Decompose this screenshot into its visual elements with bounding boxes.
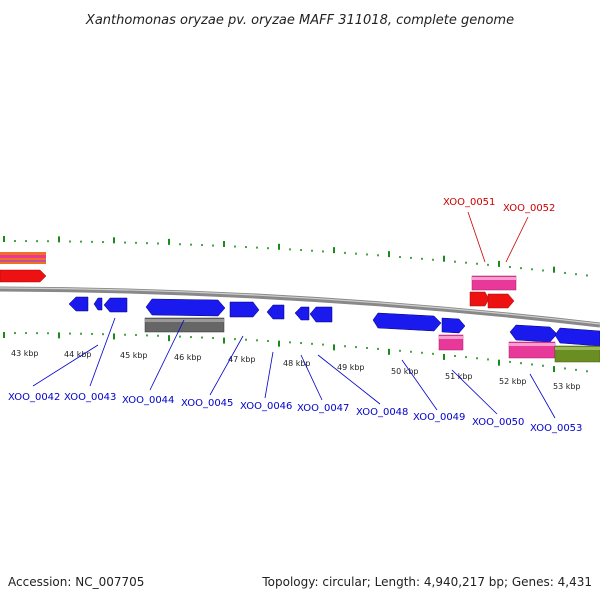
accession-label: Accession: NC_007705: [8, 575, 144, 589]
gene-XOO_0047-arrow[interactable]: [309, 306, 333, 323]
gene-arrows-blue: [68, 296, 600, 363]
gene-label-XOO_0044[interactable]: XOO_0044: [122, 395, 174, 406]
gene-XOO_0044-arrow[interactable]: [145, 298, 226, 317]
scale-label-45: 45 kbp: [120, 351, 148, 360]
gene-label-XOO_0049[interactable]: XOO_0049: [413, 412, 465, 423]
gene-XOO_0052-arrow[interactable]: [487, 293, 515, 309]
gene-XOO_0043a-arrow[interactable]: [93, 297, 103, 311]
page-title: Xanthomonas oryzae pv. oryzae MAFF 31101…: [85, 13, 514, 28]
gene-XOO_0043-arrow[interactable]: [103, 297, 128, 313]
left-edge-features: [0, 252, 47, 283]
gene-label-XOO_0053[interactable]: XOO_0053: [530, 423, 582, 434]
gene-label-XOO_0050[interactable]: XOO_0050: [472, 417, 524, 428]
gene-labels: XOO_0042 XOO_0043 XOO_0044 XOO_0045 XOO_…: [8, 197, 582, 434]
genome-backbone: [0, 286, 600, 328]
lower-tick-row: [3, 332, 588, 373]
red-gene-left[interactable]: [0, 269, 47, 283]
gene-XOO_0042-arrow[interactable]: [68, 296, 89, 312]
scale-label-53: 53 kbp: [553, 382, 581, 391]
gene-XOO_0048-arrow[interactable]: [372, 312, 442, 332]
topology-label: Topology: circular; Length: 4,940,217 bp…: [261, 575, 592, 589]
scale-label-44: 44 kbp: [64, 350, 92, 359]
scale-label-46: 46 kbp: [174, 353, 202, 362]
gene-XOO_0051-arrow[interactable]: [469, 291, 490, 307]
scale-label-52: 52 kbp: [499, 377, 527, 386]
gene-XOO_0047a-arrow[interactable]: [294, 306, 310, 321]
gene-label-XOO_0047[interactable]: XOO_0047: [297, 403, 349, 414]
gene-label-XOO_0045[interactable]: XOO_0045: [181, 398, 233, 409]
scale-label-49: 49 kbp: [337, 363, 365, 372]
upper-tick-row: [3, 236, 588, 277]
gene-XOO_0053-arrow[interactable]: [509, 324, 558, 343]
gene-XOO_0049-arrow[interactable]: [441, 317, 466, 334]
gene-label-XOO_0052[interactable]: XOO_0052: [503, 203, 555, 214]
gene-label-XOO_0051[interactable]: XOO_0051: [443, 197, 495, 208]
scale-label-43: 43 kbp: [11, 349, 39, 358]
gene-label-XOO_0042[interactable]: XOO_0042: [8, 392, 60, 403]
gene-leader-lines: [32, 211, 556, 419]
gene-XOO_0053b-arrow[interactable]: [554, 327, 600, 347]
upper-features-0051-0052: [469, 275, 517, 309]
scale-label-50: 50 kbp: [391, 367, 419, 376]
scale-label-48: 48 kbp: [283, 359, 311, 368]
scale-labels: 43 kbp 44 kbp 45 kbp 46 kbp 47 kbp 48 kb…: [11, 349, 581, 391]
gene-label-XOO_0046[interactable]: XOO_0046: [240, 401, 292, 412]
gene-XOO_0045-arrow[interactable]: [229, 301, 260, 318]
scale-label-47: 47 kbp: [228, 355, 256, 364]
gene-label-XOO_0043[interactable]: XOO_0043: [64, 392, 116, 403]
gene-XOO_0046-arrow[interactable]: [266, 304, 285, 320]
gene-label-XOO_0048[interactable]: XOO_0048: [356, 407, 408, 418]
